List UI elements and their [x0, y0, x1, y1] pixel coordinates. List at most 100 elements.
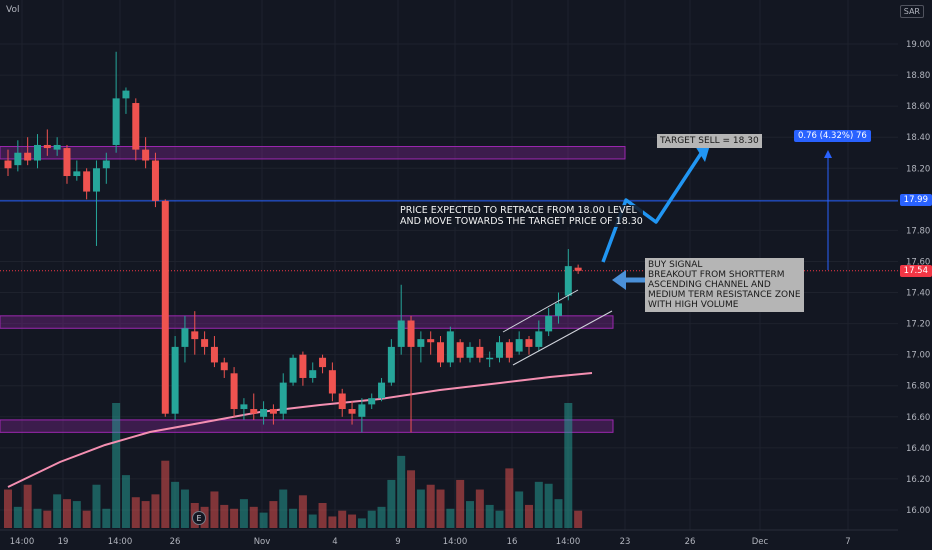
volume-bar: [121, 475, 130, 528]
candle-body: [417, 339, 425, 347]
volume-bar: [161, 460, 170, 528]
volume-bar: [485, 504, 494, 528]
moving-average-line: [7, 372, 593, 488]
time-tick-label: 19: [58, 537, 69, 547]
volume-indicator-label[interactable]: Vol: [6, 5, 20, 15]
candle-body: [554, 303, 562, 316]
horizontal-price-lines: [0, 200, 898, 272]
candle-body: [496, 342, 503, 358]
volume-bar: [348, 514, 357, 528]
candle-body: [348, 409, 356, 414]
candle-body: [250, 409, 258, 414]
currency-badge[interactable]: SAR: [899, 5, 924, 18]
price-tick-label: 17.00: [906, 351, 930, 361]
price-tick-label: 18.80: [906, 71, 930, 81]
resistance-zone: [0, 419, 614, 433]
candle-body: [328, 370, 336, 394]
volume-bar: [279, 489, 288, 528]
volume-bar: [407, 470, 416, 528]
price-tick-label: 18.60: [906, 102, 930, 112]
candle-body: [338, 393, 346, 410]
price-tick-label: 17.40: [906, 289, 930, 299]
ascending-channel: [502, 289, 613, 366]
volume-bar: [180, 489, 189, 528]
volume-bar: [269, 501, 278, 528]
candle-body: [269, 409, 277, 414]
candle-body: [378, 382, 386, 399]
buy-signal-annotation: BUY SIGNAL BREAKOUT FROM SHORTTERM ASCEN…: [645, 258, 804, 312]
svg-text:E: E: [196, 514, 201, 523]
candle-body: [201, 339, 209, 347]
blue-line-price-badge: 17.99: [899, 194, 932, 206]
candle-body: [574, 267, 582, 271]
volume-bar: [53, 494, 62, 528]
candle-body: [437, 342, 445, 363]
time-tick-label: Nov: [254, 537, 271, 547]
price-tick-label: 16.60: [906, 413, 930, 423]
candle-body: [505, 342, 513, 358]
time-tick-label: 16: [507, 537, 518, 547]
volume-bar: [367, 510, 376, 528]
candle-body: [240, 404, 248, 410]
volume-bar: [62, 499, 71, 528]
candle-body: [151, 160, 159, 201]
volume-bar: [23, 484, 32, 528]
time-tick-label: 14:00: [556, 537, 581, 547]
channel-lower-line: [512, 310, 613, 366]
price-tick-label: 19.00: [906, 40, 930, 50]
last-price-badge: 17.54: [899, 265, 932, 277]
time-tick-label: 23: [620, 537, 631, 547]
volume-bar: [4, 489, 12, 528]
time-tick-label: 26: [170, 537, 181, 547]
candle-body: [397, 320, 405, 347]
candle-body: [309, 370, 317, 378]
candle-body: [43, 144, 51, 149]
volume-bar: [554, 499, 563, 528]
projection-arrow-head: [695, 145, 710, 162]
candle-body: [171, 346, 179, 414]
volume-bar: [475, 489, 484, 528]
volume-bar: [259, 512, 268, 528]
candlesticks: [4, 51, 582, 433]
volume-bar: [387, 479, 396, 528]
time-tick-label: 14:00: [108, 537, 133, 547]
price-tick-label: 17.80: [906, 226, 930, 236]
candle-body: [387, 346, 395, 383]
volume-bar: [210, 491, 219, 528]
grid-lines: [0, 0, 898, 530]
channel-upper-line: [502, 289, 579, 333]
candle-body: [24, 152, 32, 161]
volume-bar: [544, 483, 553, 528]
candle-body: [63, 148, 71, 177]
candle-body: [456, 342, 464, 358]
candle-body: [4, 160, 12, 169]
candle-body: [427, 339, 435, 343]
volume-bar: [171, 481, 180, 528]
volume-bar: [92, 484, 101, 528]
candle-body: [446, 331, 454, 363]
candle-body: [73, 171, 81, 177]
candle-body: [564, 266, 572, 296]
price-tick-label: 18.20: [906, 164, 930, 174]
volume-bar: [515, 491, 524, 528]
candle-body: [83, 171, 91, 192]
volume-bar: [82, 510, 91, 528]
candle-body: [476, 346, 484, 358]
volume-bar: [397, 455, 406, 528]
price-tick-label: 17.60: [906, 257, 930, 267]
volume-bar: [416, 489, 425, 528]
candle-body: [515, 339, 523, 352]
candle-body: [486, 357, 494, 360]
volume-bar: [13, 506, 22, 528]
candle-body: [191, 331, 199, 340]
volume-bar: [564, 403, 573, 528]
time-axis[interactable]: 14:00 19 14:00 26 Nov 4 9 14:00 16 14:00 23 26 Dec 7: [0, 529, 898, 547]
candle-body: [112, 98, 120, 145]
volume-bar: [33, 508, 42, 528]
volume-bar: [357, 518, 366, 528]
price-tick-label: 16.20: [906, 475, 930, 485]
time-tick-label: 9: [395, 537, 400, 547]
earnings-event-marker: E: [192, 511, 206, 525]
volume-bar: [318, 503, 327, 528]
candle-body: [14, 152, 22, 166]
